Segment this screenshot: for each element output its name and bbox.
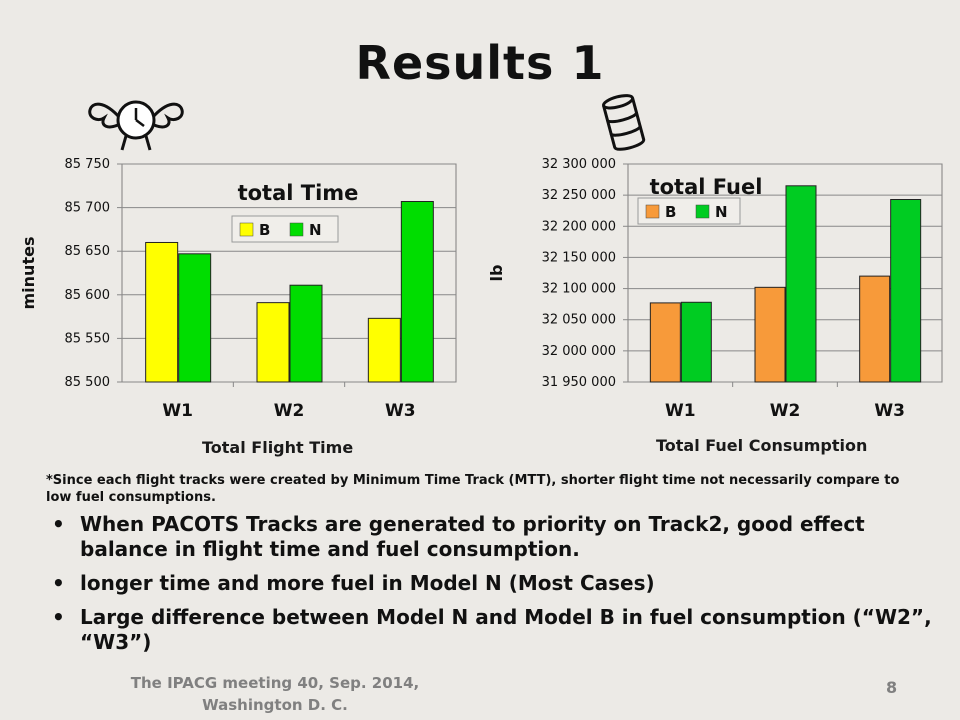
- bullet-item: • When PACOTS Tracks are generated to pri…: [52, 512, 865, 561]
- y-tick-label: 32 200 000: [542, 219, 616, 234]
- chart-title: total Time: [238, 181, 359, 205]
- footer-text: The IPACG meeting 40, Sep. 2014, Washing…: [130, 674, 420, 714]
- legend-label-n: N: [309, 221, 322, 239]
- bullet-dot-icon: •: [52, 512, 65, 536]
- legend-label-b: B: [259, 221, 270, 239]
- x-category-label: W2: [274, 401, 305, 421]
- bar-b-w3: [367, 317, 401, 383]
- y-tick-label: 32 150 000: [542, 250, 616, 265]
- y-axis-label: lb: [487, 265, 506, 282]
- y-axis-label: minutes: [19, 237, 38, 310]
- bullet-list: • When PACOTS Tracks are generated to pri…: [46, 512, 936, 664]
- bullet-item: • Large difference between Model N and Mo…: [52, 605, 932, 654]
- y-tick-label: 32 000 000: [542, 344, 616, 359]
- y-tick-label: 85 550: [65, 331, 111, 346]
- bar-b-w1: [649, 302, 681, 383]
- y-tick-label: 85 700: [65, 201, 111, 216]
- bar-n-w1: [680, 301, 712, 383]
- bar-n-w3: [400, 200, 434, 383]
- y-tick-label: 85 750: [65, 157, 111, 172]
- bullet-dot-icon: •: [52, 605, 65, 629]
- chart-title: total Fuel: [650, 175, 763, 199]
- y-tick-label: 31 950 000: [542, 375, 616, 390]
- y-tick-label: 32 300 000: [542, 157, 616, 172]
- x-category-label: W1: [162, 401, 193, 421]
- footnote: *Since each flight tracks were created b…: [46, 473, 900, 505]
- total-fuel-chart: 31 950 000 32 000 000 32 050 000 32 100 000…: [480, 150, 950, 450]
- legend-swatch-n: [289, 222, 304, 237]
- winged-clock-icon: [86, 96, 186, 158]
- page-number: 8: [886, 678, 898, 697]
- y-tick-label: 32 050 000: [542, 313, 616, 328]
- bar-b-w3: [859, 275, 891, 383]
- bar-b-w2: [256, 302, 290, 383]
- legend-swatch-b: [239, 222, 254, 237]
- slide-title: Results 1: [355, 36, 605, 90]
- y-tick-label: 85 600: [65, 288, 111, 303]
- legend-swatch-b: [645, 204, 660, 219]
- x-category-label: W1: [665, 401, 696, 421]
- legend-swatch-n: [695, 204, 710, 219]
- bullet-item: • longer time and more fuel in Model N (M…: [52, 571, 655, 595]
- legend-label-n: N: [715, 203, 728, 221]
- x-category-label: W2: [770, 401, 801, 421]
- bar-b-w2: [754, 286, 786, 383]
- legend-label-b: B: [665, 203, 676, 221]
- bar-n-w3: [890, 199, 922, 383]
- y-tick-label: 85 500: [65, 375, 111, 390]
- bar-n-w1: [178, 253, 212, 383]
- total-fuel-caption: Total Fuel Consumption: [656, 436, 868, 455]
- total-time-caption: Total Flight Time: [202, 438, 354, 457]
- y-tick-label: 32 100 000: [542, 282, 616, 297]
- total-time-chart: 85 500 85 550 85 600 85 650 85 700 85 750 W1 W2…: [0, 150, 470, 450]
- x-category-label: W3: [874, 401, 905, 421]
- fuel-barrel-icon: [600, 92, 648, 160]
- y-tick-label: 85 650: [65, 244, 111, 259]
- bar-b-w1: [145, 241, 179, 383]
- x-category-label: W3: [385, 401, 416, 421]
- y-tick-label: 32 250 000: [542, 188, 616, 203]
- legend-box: [637, 197, 741, 225]
- bullet-dot-icon: •: [52, 571, 65, 595]
- bar-n-w2: [289, 284, 323, 383]
- bar-n-w2: [785, 185, 817, 383]
